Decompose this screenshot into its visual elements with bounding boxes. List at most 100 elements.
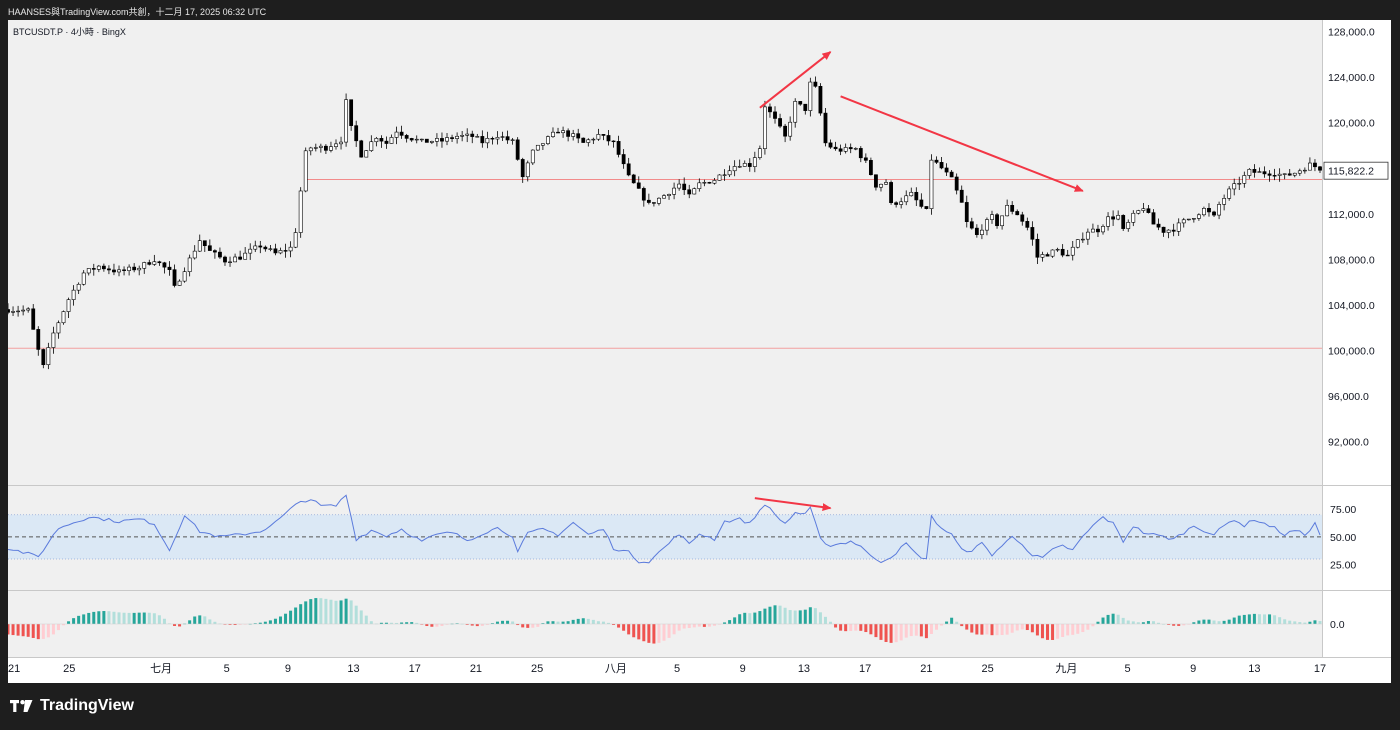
candle xyxy=(8,309,10,313)
candle xyxy=(384,140,389,144)
histogram-bar xyxy=(1202,619,1206,624)
histogram-bar xyxy=(541,623,545,624)
histogram-bar xyxy=(546,621,550,624)
arrow-down-right[interactable] xyxy=(840,95,1084,192)
histogram-bar xyxy=(511,621,515,624)
candle xyxy=(298,190,303,233)
candle xyxy=(318,145,323,148)
candle xyxy=(152,261,157,265)
candle xyxy=(308,147,313,152)
histogram-bar xyxy=(1222,620,1226,624)
histogram-bar xyxy=(829,621,833,624)
histogram-bar xyxy=(228,624,232,625)
histogram-bar xyxy=(1288,620,1292,624)
candle xyxy=(243,252,248,260)
candle xyxy=(954,176,959,191)
candle xyxy=(460,135,465,137)
histogram-bar xyxy=(1071,624,1075,635)
candle xyxy=(122,269,126,271)
candle xyxy=(838,148,843,152)
histogram-bar xyxy=(667,624,671,638)
time-axis[interactable] xyxy=(8,657,1391,683)
candle xyxy=(682,183,687,191)
price-axis-tick: 96,000.0 xyxy=(1328,391,1369,403)
histogram-bar xyxy=(985,624,989,635)
histogram-bar xyxy=(596,621,600,624)
time-axis-tick: 25 xyxy=(531,663,543,675)
histogram-bar xyxy=(576,618,580,624)
histogram-bar xyxy=(203,616,207,624)
candle xyxy=(692,188,697,195)
candle xyxy=(1075,239,1080,248)
candle xyxy=(147,262,152,265)
candle xyxy=(742,163,747,167)
histogram-bar xyxy=(844,624,848,632)
histogram-bar xyxy=(652,624,656,644)
histogram-bar xyxy=(768,606,772,624)
candle xyxy=(561,130,565,134)
histogram-bar xyxy=(445,624,449,625)
histogram-bar xyxy=(31,624,35,638)
candle xyxy=(96,265,101,270)
histogram-bar xyxy=(1086,624,1090,630)
histogram-bar xyxy=(137,612,141,624)
time-axis-tick: 13 xyxy=(1248,663,1260,675)
histogram-bar xyxy=(637,624,641,640)
candle xyxy=(172,269,177,286)
histogram-bar xyxy=(364,615,368,624)
arrow-up-top[interactable] xyxy=(759,51,832,109)
candle xyxy=(91,268,96,270)
candle xyxy=(177,280,182,286)
histogram-bar xyxy=(849,624,853,631)
candle xyxy=(974,227,979,235)
histogram-bar xyxy=(924,624,928,639)
histogram-bar xyxy=(869,624,873,635)
candle xyxy=(11,311,15,313)
candle xyxy=(1227,188,1232,199)
histogram-bar xyxy=(233,624,237,626)
histogram-bar xyxy=(697,624,701,627)
candle xyxy=(41,349,46,366)
candle xyxy=(990,214,994,220)
histogram-bar xyxy=(67,621,71,624)
histogram-bar xyxy=(606,622,610,624)
histogram-bar xyxy=(914,624,918,636)
histogram-bar xyxy=(859,624,863,631)
histogram-bar xyxy=(339,600,343,624)
candle xyxy=(1302,169,1307,172)
candle xyxy=(1156,223,1161,228)
candle xyxy=(46,347,51,366)
histogram-bar xyxy=(1096,621,1100,624)
candle xyxy=(414,138,419,141)
candle xyxy=(732,166,737,172)
candle xyxy=(576,133,581,139)
candle xyxy=(1207,208,1211,213)
histogram-bar xyxy=(965,624,969,630)
arrow-rsi[interactable] xyxy=(754,497,832,512)
price-pane[interactable] xyxy=(8,20,1322,485)
price-axis-tick: 120,000.0 xyxy=(1328,118,1375,130)
candle xyxy=(1065,254,1070,257)
price-axis[interactable] xyxy=(1322,20,1391,657)
candle xyxy=(419,138,424,141)
histogram-bar xyxy=(1076,624,1080,634)
candle xyxy=(480,136,485,144)
chart-svg[interactable]: 128,000.0124,000.0120,000.0116,000.0112,… xyxy=(8,20,1391,683)
candle xyxy=(737,166,742,168)
candle xyxy=(490,138,495,140)
candle xyxy=(793,101,798,123)
histogram-bar xyxy=(642,624,646,642)
price-axis-tick: 112,000.0 xyxy=(1328,209,1374,221)
candle xyxy=(1000,215,1004,227)
candle xyxy=(1257,171,1262,173)
candle xyxy=(581,137,586,143)
histogram-bar xyxy=(470,624,474,626)
histogram-bar xyxy=(1005,624,1009,635)
candle xyxy=(1202,208,1206,216)
candle xyxy=(1222,198,1227,205)
histogram-bar xyxy=(1066,624,1070,636)
histogram-bar xyxy=(1151,621,1155,624)
histogram-bar xyxy=(818,612,822,624)
histogram-bar xyxy=(1081,624,1085,633)
histogram-bar xyxy=(1157,622,1161,624)
